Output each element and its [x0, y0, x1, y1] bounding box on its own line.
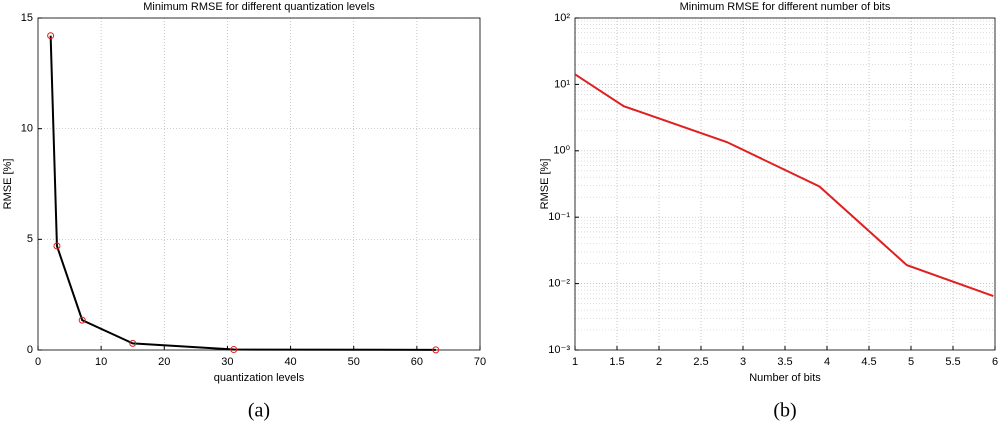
x-tick-label: 40 — [284, 356, 296, 368]
data-marker — [47, 32, 55, 40]
x-tick-label: 50 — [348, 356, 360, 368]
data-line — [49, 35, 436, 351]
y-axis-label: RMSE [%] — [539, 159, 551, 210]
data-line — [574, 73, 994, 297]
x-tick-label: 70 — [474, 356, 486, 368]
x-tick-label: 60 — [411, 356, 423, 368]
y-tick-label: 5 — [27, 233, 33, 245]
y-tick-label: 10⁻³ — [548, 344, 570, 356]
y-tick-label: 10⁰ — [553, 145, 570, 157]
y-tick-label: 0 — [27, 344, 33, 356]
plot-border — [574, 17, 996, 351]
x-tick-label: 4 — [824, 356, 830, 368]
x-tick-label: 5 — [908, 356, 914, 368]
x-axis-label: quantization levels — [214, 372, 305, 384]
y-tick-label: 15 — [21, 12, 33, 24]
data-marker — [129, 339, 137, 347]
caption: (a) — [248, 400, 270, 422]
data-marker — [230, 346, 238, 354]
data-marker — [53, 242, 61, 250]
x-tick-label: 20 — [158, 356, 170, 368]
data-marker — [432, 346, 440, 354]
chart-title: Minimum RMSE for different number of bit… — [680, 1, 891, 13]
x-tick-label: 30 — [221, 356, 233, 368]
y-tick-label: 10 — [21, 123, 33, 135]
x-tick-label: 10 — [95, 356, 107, 368]
y-axis-label: RMSE [%] — [2, 159, 14, 210]
x-tick-label: 0 — [35, 356, 41, 368]
x-tick-label: 3 — [740, 356, 746, 368]
x-tick-label: 4.5 — [861, 356, 876, 368]
y-tick-label: 10⁻² — [548, 278, 570, 290]
x-tick-label: 1 — [572, 356, 578, 368]
plot-area — [38, 18, 480, 350]
y-tick-label: 10¹ — [554, 78, 570, 90]
x-tick-label: 5.5 — [945, 356, 960, 368]
x-tick-label: 1.5 — [609, 356, 624, 368]
x-tick-label: 6 — [992, 356, 998, 368]
x-tick-label: 2.5 — [693, 356, 708, 368]
caption: (b) — [773, 400, 796, 422]
x-tick-label: 2 — [656, 356, 662, 368]
y-tick-label: 10⁻¹ — [548, 211, 570, 223]
x-tick-label: 3.5 — [777, 356, 792, 368]
y-tick-label: 10² — [554, 12, 570, 24]
data-marker — [78, 316, 86, 324]
x-axis-label: Number of bits — [749, 372, 821, 384]
chart-title: Minimum RMSE for different quantization … — [143, 1, 375, 13]
